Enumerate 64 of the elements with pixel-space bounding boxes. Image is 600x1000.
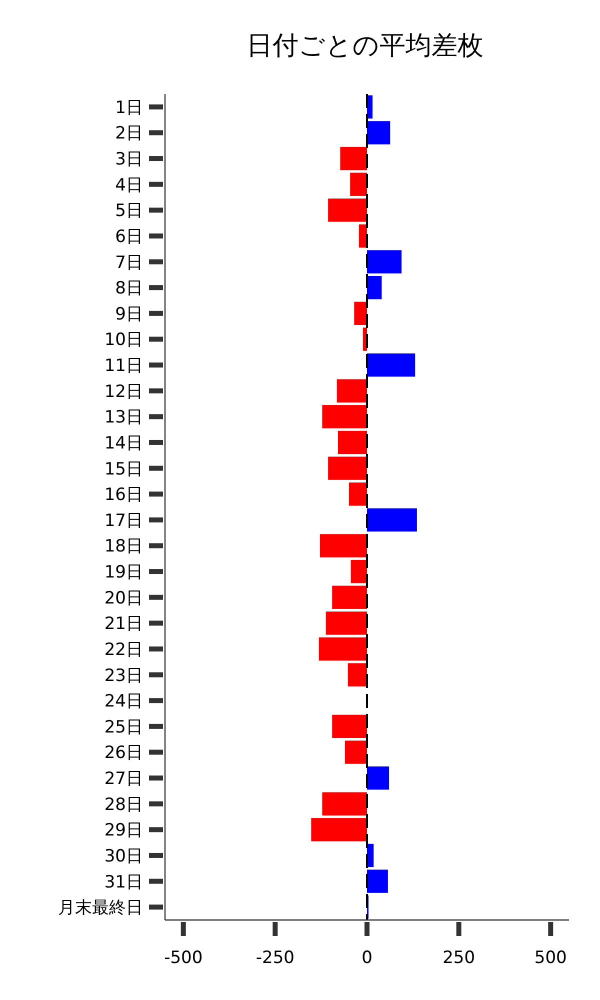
y-tick-label: 14日: [104, 433, 143, 454]
y-tick-label: 1日: [115, 98, 143, 118]
y-tick-label: 15日: [104, 459, 143, 480]
bar: [322, 405, 367, 428]
y-tick-label: 31日: [104, 872, 143, 892]
bar: [338, 430, 367, 454]
bar: [367, 353, 416, 377]
y-tick-label: 23日: [104, 666, 143, 686]
y-tick-label: 13日: [104, 408, 143, 428]
y-tick-label: 5日: [115, 201, 143, 222]
x-tick-label: 0: [362, 948, 372, 968]
y-tick-label: 4日: [115, 175, 143, 196]
bar: [367, 276, 382, 300]
bar: [340, 146, 367, 170]
bar: [350, 560, 367, 584]
y-tick-label: 2日: [115, 124, 143, 144]
bar: [311, 818, 367, 842]
y-tick-label: 月末最終日: [58, 898, 143, 918]
x-tick-label: -250: [256, 948, 294, 968]
x-tick-label: -500: [164, 948, 203, 968]
y-tick-label: 6日: [115, 226, 143, 247]
bar: [336, 379, 367, 402]
bar: [320, 534, 367, 558]
y-tick-label: 3日: [115, 150, 143, 170]
x-tick-label: 250: [442, 948, 476, 968]
y-tick-label: 18日: [104, 536, 143, 557]
y-tick-label: 28日: [104, 794, 143, 815]
y-tick-label: 29日: [104, 820, 143, 841]
y-tick-label: 16日: [104, 485, 143, 506]
bar: [367, 766, 390, 790]
bar: [348, 663, 367, 686]
bar: [318, 637, 367, 661]
y-tick-label: 17日: [104, 510, 143, 531]
bar: [354, 302, 367, 326]
y-tick-label: 8日: [115, 278, 143, 299]
bar: [322, 792, 367, 816]
y-tick-label: 20日: [104, 588, 143, 608]
y-tick-label: 11日: [104, 356, 143, 376]
y-tick-label: 10日: [104, 330, 143, 350]
bar: [326, 612, 367, 635]
bar: [332, 586, 367, 609]
y-tick-label: 7日: [115, 252, 143, 273]
y-tick-label: 9日: [115, 304, 143, 324]
bar: [350, 172, 367, 196]
x-tick-label: 500: [534, 948, 567, 968]
bar: [367, 508, 417, 532]
y-tick-label: 19日: [104, 562, 143, 583]
bar: [367, 870, 388, 893]
bar: [332, 714, 367, 738]
y-tick-label: 27日: [104, 769, 143, 790]
bar: [328, 456, 367, 480]
y-tick-label: 21日: [104, 614, 143, 634]
bar: [349, 482, 367, 506]
y-tick-label: 12日: [104, 382, 143, 402]
bar: [344, 740, 367, 764]
y-tick-label: 22日: [104, 640, 143, 660]
y-tick-label: 24日: [104, 692, 143, 712]
bar: [367, 250, 402, 274]
bar: [367, 121, 390, 144]
y-tick-label: 30日: [104, 846, 143, 866]
bar: [328, 198, 367, 222]
y-tick-label: 26日: [104, 743, 143, 764]
y-tick-label: 25日: [104, 717, 143, 738]
chart-title: 日付ごとの平均差枚: [246, 31, 484, 61]
